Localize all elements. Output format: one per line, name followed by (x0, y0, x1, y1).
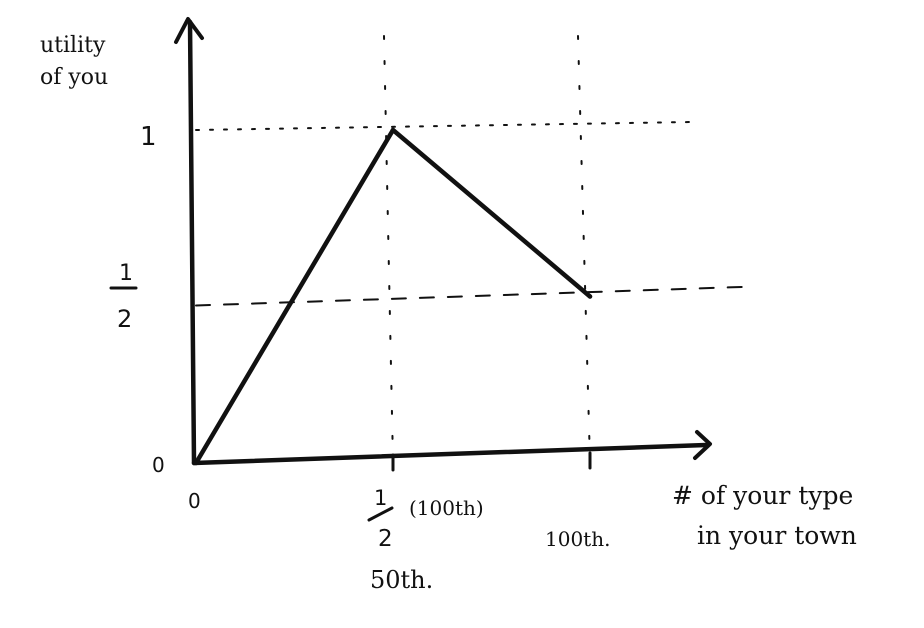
data-point-2 (390, 127, 396, 133)
y-tick-label-1: 1 (140, 122, 157, 152)
guide-line-x-100th (577, 35, 591, 463)
x-tick-label-half: 1 2 (100th) 50th. (367, 486, 484, 594)
y-axis-label-line-2: of you (40, 65, 108, 90)
x-origin-label: 0 (188, 489, 201, 513)
y-origin-label: 0 (152, 453, 165, 477)
x-axis-label-line-2: in your town (697, 521, 857, 550)
y-axis-arrowhead (174, 17, 204, 44)
data-point-3 (587, 294, 593, 299)
y-tick-label-half: 1 2 (109, 261, 138, 333)
x-tick-half-second-line: 50th. (370, 566, 433, 594)
series-segment-2 (390, 127, 593, 299)
data-series (193, 127, 593, 466)
x-tick-half-note: (100th) (409, 496, 484, 520)
y-tick-half-denominator: 2 (117, 305, 132, 333)
guide-line-y-half (195, 285, 756, 307)
series-segment-1 (193, 127, 396, 466)
x-axis-arrowhead (693, 430, 712, 460)
guide-line-x-half (383, 35, 394, 463)
data-point-1 (193, 460, 199, 466)
x-tick-half-denominator: 2 (378, 526, 393, 552)
guide-line-y-one (195, 121, 691, 131)
guide-lines (195, 35, 756, 463)
x-tick-half-numerator: 1 (374, 486, 387, 510)
x-tick-label-100th: 100th. (545, 527, 610, 551)
axes (174, 17, 712, 472)
y-tick-half-numerator: 1 (119, 261, 133, 286)
x-axis-line (191, 442, 709, 466)
y-axis-label-line-1: utility (40, 33, 106, 58)
x-tick-half-fraction-bar (367, 506, 394, 522)
x-axis-label-line-1: # of your type (672, 481, 853, 510)
y-axis-line (187, 19, 197, 466)
